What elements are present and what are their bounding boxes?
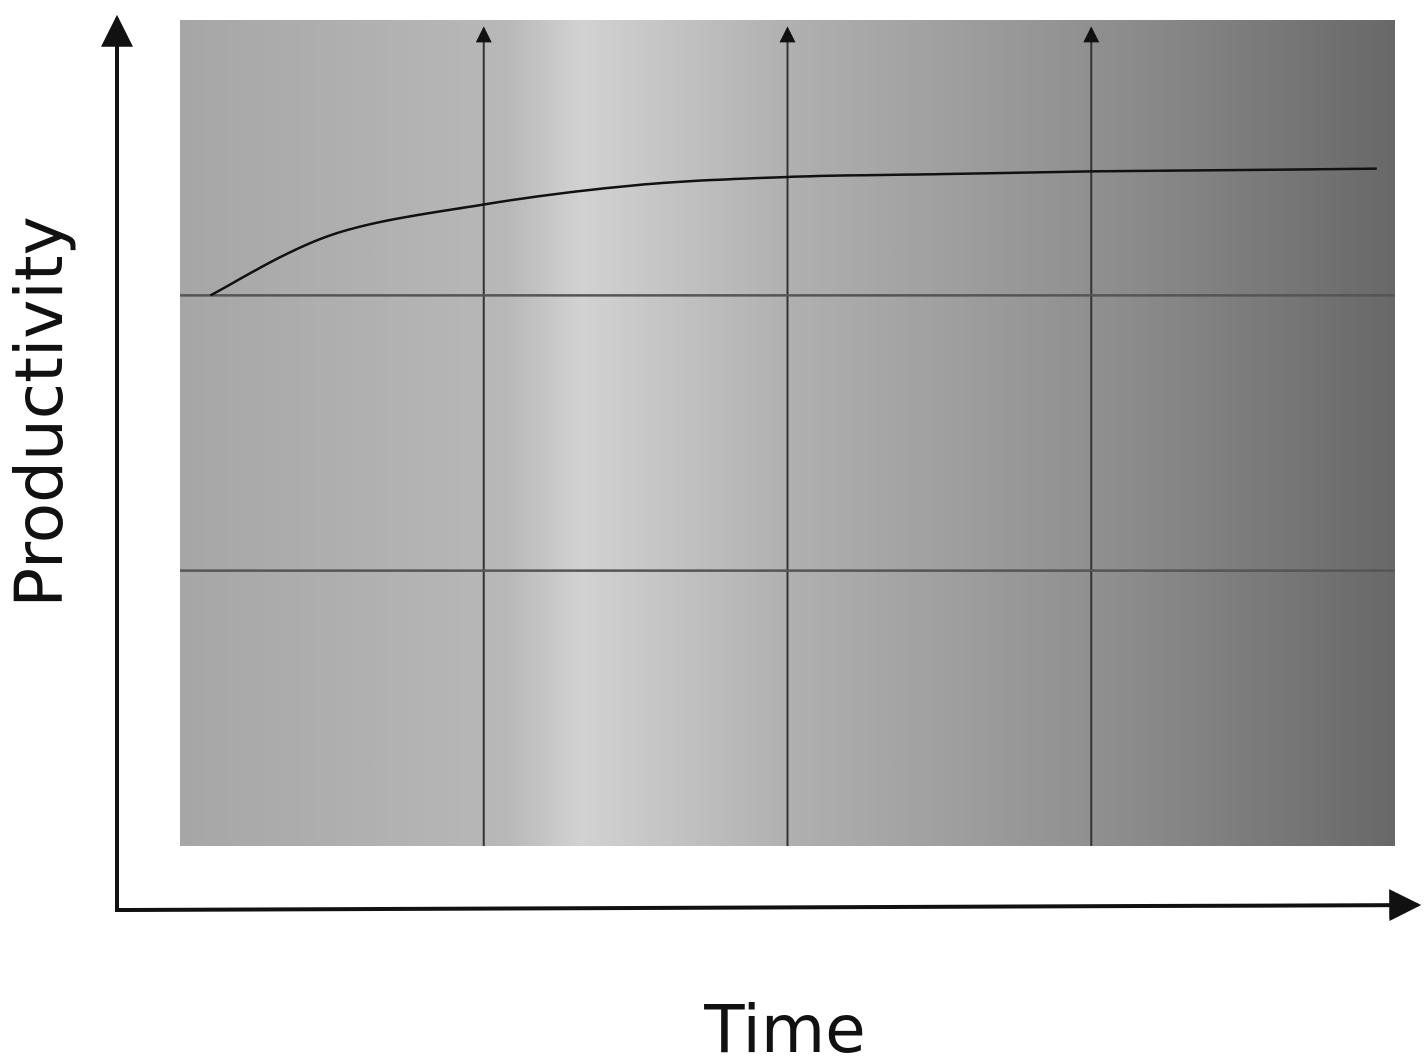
- gridlines: [180, 26, 1395, 846]
- productivity-curve: [209, 167, 1377, 297]
- y-axis-label: Productivity: [1, 216, 78, 607]
- x-axis-label: Time: [703, 991, 866, 1064]
- x-axis: [116, 889, 1422, 922]
